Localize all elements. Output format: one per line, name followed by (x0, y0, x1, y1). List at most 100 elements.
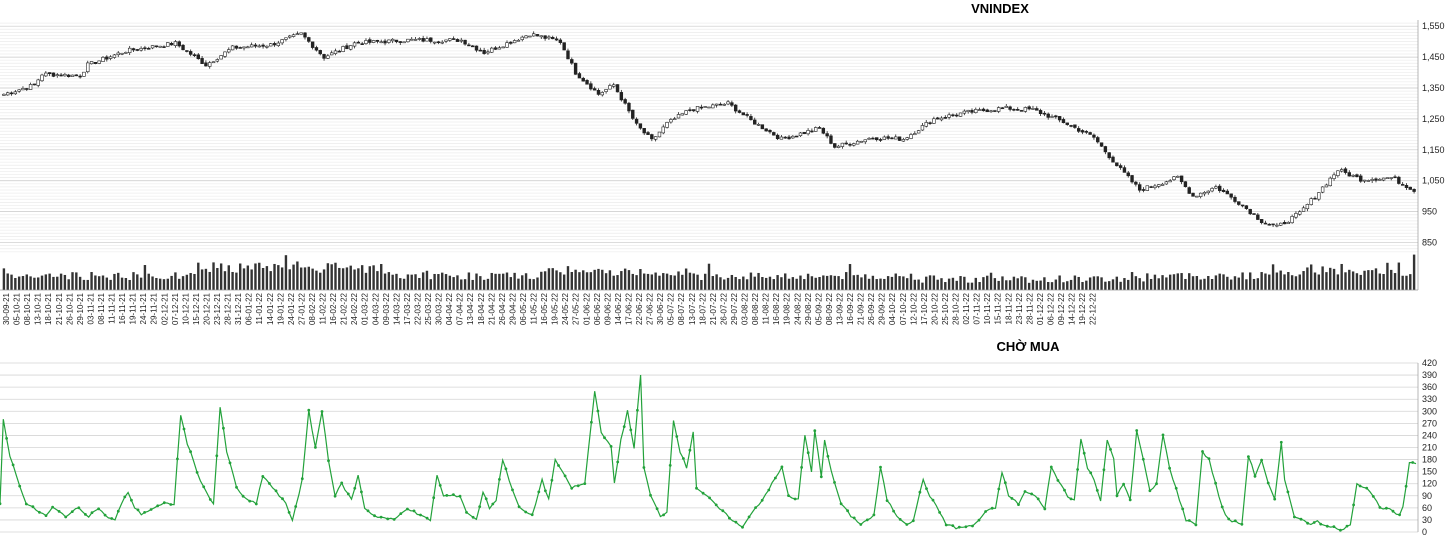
y-tick-label: 390 (1422, 370, 1437, 380)
y-tick-label: 1,350 (1422, 83, 1445, 93)
volume-bar (1367, 270, 1370, 290)
volume-bar (1031, 279, 1035, 290)
cho-mua-point (1063, 488, 1066, 492)
candle-body (745, 114, 749, 116)
cho-mua-point (360, 490, 363, 494)
volume-bar (1229, 279, 1233, 290)
cho-mua-point (432, 496, 436, 500)
cho-mua-point (162, 501, 166, 505)
candle-body (810, 130, 814, 133)
volume-bar (75, 272, 78, 290)
volume-bar (540, 271, 543, 290)
volume-bar (1336, 274, 1340, 290)
cho-mua-point (274, 489, 278, 493)
cho-mua-point (1043, 507, 1047, 511)
x-tick-label: 08-02-22 (308, 292, 317, 325)
volume-bar (764, 277, 768, 290)
candle-body (463, 39, 467, 45)
candle-body (966, 110, 970, 113)
candle-body (535, 34, 540, 37)
volume-bar (650, 274, 654, 290)
volume-bar (1378, 273, 1381, 290)
volume-bar (814, 277, 817, 290)
cho-mua-point (951, 524, 955, 527)
candle-body (448, 38, 452, 41)
candle-body (467, 44, 471, 47)
candle-body (124, 52, 128, 54)
volume-bar (33, 277, 36, 290)
candle-body (89, 61, 94, 65)
cho-mua-point (1128, 498, 1132, 502)
cho-mua-point (478, 505, 482, 508)
y-tick-label: 950 (1422, 207, 1437, 217)
x-tick-label: 29-09-22 (878, 292, 887, 325)
y-tick-label: 240 (1422, 430, 1437, 440)
volume-bar (242, 268, 246, 290)
volume-bar (1107, 281, 1111, 290)
volume-bar (147, 273, 150, 290)
candle-body (543, 35, 547, 39)
cho-mua-point (340, 481, 344, 485)
cho-mua-point (215, 454, 219, 458)
candle-body (737, 110, 742, 113)
candle-body (589, 83, 593, 90)
volume-bar (349, 265, 352, 290)
candle-body (1267, 223, 1271, 226)
candle-body (1404, 185, 1409, 188)
candle-body (375, 39, 380, 42)
cho-mua-point (524, 510, 528, 514)
volume-bar (277, 265, 280, 290)
cho-mua-point (622, 425, 626, 428)
x-tick-label: 19-01-22 (276, 292, 285, 325)
x-tick-label: 05-09-22 (814, 292, 823, 325)
cho-mua-point (557, 464, 560, 467)
vnindex-volume-bars (0, 254, 1418, 291)
cho-mua-point (412, 509, 416, 513)
candle-body (1324, 184, 1329, 188)
candle-body (185, 50, 189, 52)
candle-body (794, 135, 799, 138)
x-tick-label: 06-05-22 (519, 292, 528, 325)
cho-mua-point (839, 502, 843, 506)
volume-bar (97, 276, 101, 290)
vnindex-candles (2, 31, 1416, 228)
cho-mua-point (0, 502, 2, 506)
candle-body (509, 41, 513, 44)
cho-mua-point (1253, 474, 1257, 478)
candle-body (486, 51, 490, 54)
candle-body (9, 92, 14, 95)
candle-body (608, 85, 612, 90)
candle-body (1282, 222, 1287, 225)
candle-body (1286, 221, 1291, 225)
volume-bar (959, 276, 962, 290)
volume-bar (646, 273, 650, 290)
cho-mua-point (287, 511, 291, 514)
cho-mua-point (695, 486, 698, 490)
volume-bar (505, 272, 509, 290)
volume-bar (1222, 274, 1225, 290)
volume-bar (1268, 274, 1271, 290)
candle-body (1076, 128, 1081, 132)
volume-bar (936, 279, 939, 290)
candle-body (829, 135, 833, 144)
volume-bar (1161, 275, 1164, 290)
candle-body (215, 59, 220, 62)
candle-body (417, 38, 422, 40)
volume-bar (1146, 273, 1149, 290)
cho-mua-point (116, 509, 120, 513)
volume-bar (551, 268, 554, 290)
volume-bar (1264, 273, 1267, 290)
candle-body (227, 49, 231, 53)
x-tick-label: 18-04-22 (477, 292, 486, 325)
cho-mua-point (918, 490, 922, 494)
volume-bar (753, 276, 756, 290)
candle-body (329, 52, 334, 56)
x-tick-label: 26-04-22 (498, 292, 507, 325)
volume-bar (498, 273, 501, 290)
volume-bar (501, 273, 505, 290)
candle-body (406, 38, 410, 43)
volume-bar (1115, 276, 1119, 290)
x-tick-label: 14-06-22 (614, 292, 623, 325)
candle-body (791, 135, 795, 139)
volume-bar (463, 279, 467, 290)
